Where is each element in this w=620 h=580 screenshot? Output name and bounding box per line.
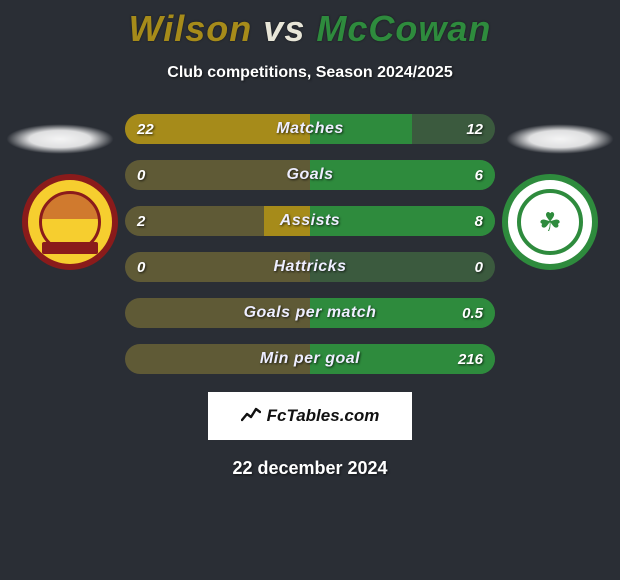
stat-value-right: 12 — [466, 114, 483, 144]
stat-row: Goals per match0.5 — [125, 298, 495, 328]
player2-name: McCowan — [316, 8, 491, 49]
stat-value-left: 0 — [137, 160, 145, 190]
stat-value-left: 2 — [137, 206, 145, 236]
crest-right-inner: ☘ — [517, 189, 583, 255]
stat-label: Goals — [125, 160, 495, 190]
stat-value-right: 8 — [475, 206, 483, 236]
stat-row: Hattricks0 0 — [125, 252, 495, 282]
subtitle: Club competitions, Season 2024/2025 — [0, 64, 620, 82]
stat-label: Goals per match — [125, 298, 495, 328]
branding-badge: FcTables.com — [208, 392, 412, 440]
branding-text: FcTables.com — [267, 406, 380, 426]
stat-label: Hattricks — [125, 252, 495, 282]
player1-name: Wilson — [129, 8, 253, 49]
stat-row: Assists2 8 — [125, 206, 495, 236]
team-crest-left — [22, 174, 118, 270]
stat-value-right: 0 — [475, 252, 483, 282]
stat-value-left: 22 — [137, 114, 154, 144]
stat-row: Min per goal216 — [125, 344, 495, 374]
date-label: 22 december 2024 — [0, 458, 620, 479]
stat-value-right: 6 — [475, 160, 483, 190]
stat-label: Matches — [125, 114, 495, 144]
comparison-bars: Matches2212Goals06Assists28Hattricks00Go… — [125, 114, 495, 374]
crest-left-ribbon — [42, 242, 98, 254]
stat-value-right: 0.5 — [462, 298, 483, 328]
team-crest-right: ☘ — [502, 174, 598, 270]
stat-label: Min per goal — [125, 344, 495, 374]
crest-left-inner — [39, 191, 101, 253]
vs-label: vs — [263, 8, 305, 49]
stat-value-left: 0 — [137, 252, 145, 282]
stat-row: Goals0 6 — [125, 160, 495, 190]
page-title: Wilson vs McCowan — [0, 8, 620, 50]
spotlight-left — [6, 124, 114, 154]
stat-value-right: 216 — [458, 344, 483, 374]
chart-icon — [241, 406, 261, 427]
spotlight-right — [506, 124, 614, 154]
stat-row: Matches22 12 — [125, 114, 495, 144]
clover-icon: ☘ — [538, 209, 561, 235]
stat-label: Assists — [125, 206, 495, 236]
